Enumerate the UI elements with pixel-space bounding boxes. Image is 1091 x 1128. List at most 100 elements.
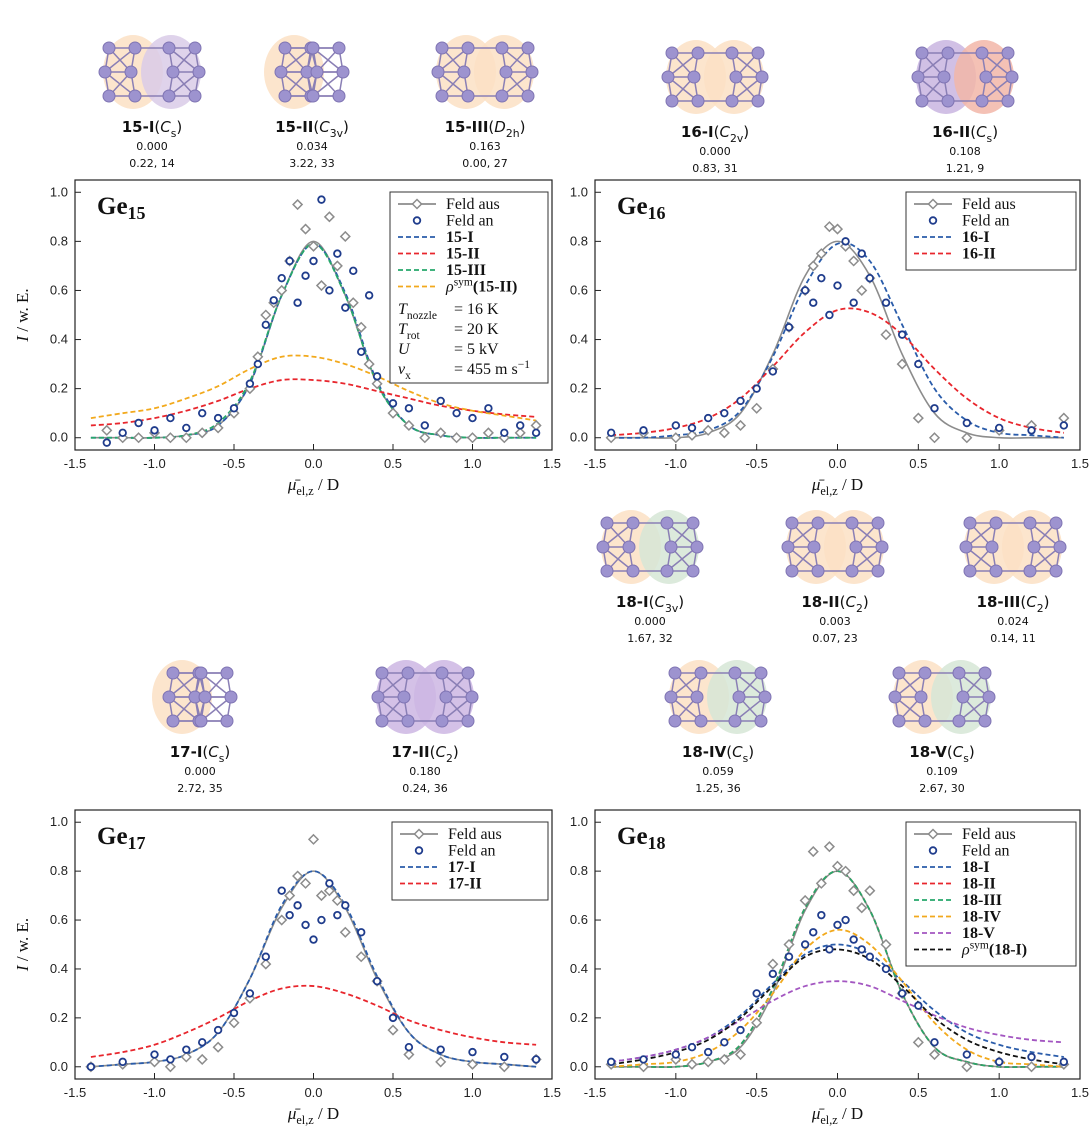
atom: [163, 42, 175, 54]
marker-circle: [318, 196, 325, 203]
marker-circle: [673, 1051, 680, 1058]
marker-diamond: [962, 1062, 971, 1071]
y-tick-label: 0.2: [570, 381, 588, 396]
chart-title: Ge16: [617, 193, 666, 223]
y-tick-label: 0.8: [570, 863, 588, 878]
annotation-value-part: = 5 kV: [454, 341, 499, 358]
atom: [812, 565, 824, 577]
marker-diamond: [325, 212, 334, 221]
x-tick-label: 0.5: [384, 1085, 402, 1100]
legend-label-part: Feld aus: [962, 196, 1016, 213]
marker-diamond: [720, 428, 729, 437]
marker-circle: [215, 415, 222, 422]
x-axis-label-part: el,z: [820, 484, 838, 498]
y-tick-label: 0.8: [50, 233, 68, 248]
structure-label-part: D: [494, 118, 506, 136]
marker-circle: [608, 430, 615, 437]
marker-diamond: [704, 1057, 713, 1066]
marker-diamond: [833, 225, 842, 234]
marker-diamond: [102, 426, 111, 435]
structure-label-part: 2: [856, 602, 863, 615]
x-tick-label: -1.5: [64, 456, 86, 471]
atom: [376, 715, 388, 727]
marker-circle: [270, 297, 277, 304]
atom: [333, 42, 345, 54]
structure-label-part: ): [743, 123, 749, 141]
legend-label-part: (18-I): [989, 942, 1027, 959]
atom: [337, 66, 349, 78]
marker-circle: [689, 425, 696, 432]
marker-circle: [390, 400, 397, 407]
atom: [372, 691, 384, 703]
marker-circle: [469, 415, 476, 422]
structure-label: 17-I(Cs): [170, 743, 231, 765]
legend-marker: [416, 847, 423, 854]
atom: [942, 95, 954, 107]
x-tick-label: 1.5: [543, 1085, 561, 1100]
atom: [402, 667, 414, 679]
legend-marker: [930, 217, 937, 224]
marker-diamond: [841, 867, 850, 876]
x-axis-label-part: / D: [314, 1104, 340, 1123]
structure-label: 18-III(C2): [977, 593, 1050, 615]
marker-circle: [842, 238, 849, 245]
y-tick-label: 1.0: [570, 184, 588, 199]
atom: [916, 47, 928, 59]
structure-label: 17-II(C2): [391, 743, 458, 765]
marker-diamond: [261, 311, 270, 320]
atom: [964, 565, 976, 577]
x-tick-label: -0.5: [745, 1085, 767, 1100]
structure-label-part: ): [1044, 593, 1050, 611]
x-axis-label: μ̄el,z / D: [811, 1104, 863, 1127]
structure-label-part: 15-III: [445, 118, 489, 136]
atom: [376, 667, 388, 679]
chart-title-part: 18: [648, 833, 666, 853]
marker-circle: [810, 299, 817, 306]
structure-label-part: ): [176, 118, 182, 136]
marker-circle: [255, 361, 262, 368]
marker-diamond: [930, 433, 939, 442]
atom: [225, 691, 237, 703]
atom: [960, 541, 972, 553]
structure-params: 0.14, 11: [990, 632, 1035, 645]
marker-circle: [247, 990, 254, 997]
atom: [756, 71, 768, 83]
chart-title: Ge18: [617, 823, 666, 853]
atom: [786, 517, 798, 529]
atom: [782, 541, 794, 553]
legend-label-part: Feld aus: [446, 196, 500, 213]
structure-label-part: C: [160, 118, 171, 136]
structure-label-part: 18-V: [909, 743, 947, 761]
y-tick-label: 0.2: [50, 1010, 68, 1025]
structure-label: 15-III(D2h): [445, 118, 526, 140]
atom: [279, 90, 291, 102]
marker-circle: [818, 912, 825, 919]
marker-diamond: [309, 835, 318, 844]
x-tick-label: 1.0: [463, 1085, 481, 1100]
marker-circle: [390, 1015, 397, 1022]
atom: [938, 71, 950, 83]
legend-label-part: ρ: [445, 279, 454, 296]
x-tick-label: 0.5: [909, 456, 927, 471]
marker-circle: [469, 1049, 476, 1056]
marker-circle: [183, 1046, 190, 1053]
marker-circle: [310, 936, 317, 943]
marker-circle: [786, 324, 793, 331]
marker-circle: [673, 422, 680, 429]
x-tick-label: -1.5: [584, 456, 606, 471]
annotation-symbol-part: x: [405, 370, 411, 382]
atom: [462, 90, 474, 102]
atom: [976, 47, 988, 59]
structure-label-part: C: [654, 593, 665, 611]
marker-circle: [294, 902, 301, 909]
atom: [195, 667, 207, 679]
marker-circle: [247, 380, 254, 387]
x-axis-label: μ̄el,z / D: [811, 475, 863, 498]
marker-diamond: [825, 842, 834, 851]
atom: [601, 517, 613, 529]
structure-label-part: C: [208, 743, 219, 761]
atom: [462, 715, 474, 727]
legend-label: 18-I: [962, 859, 990, 876]
atom: [661, 565, 673, 577]
y-tick-label: 0.6: [570, 282, 588, 297]
